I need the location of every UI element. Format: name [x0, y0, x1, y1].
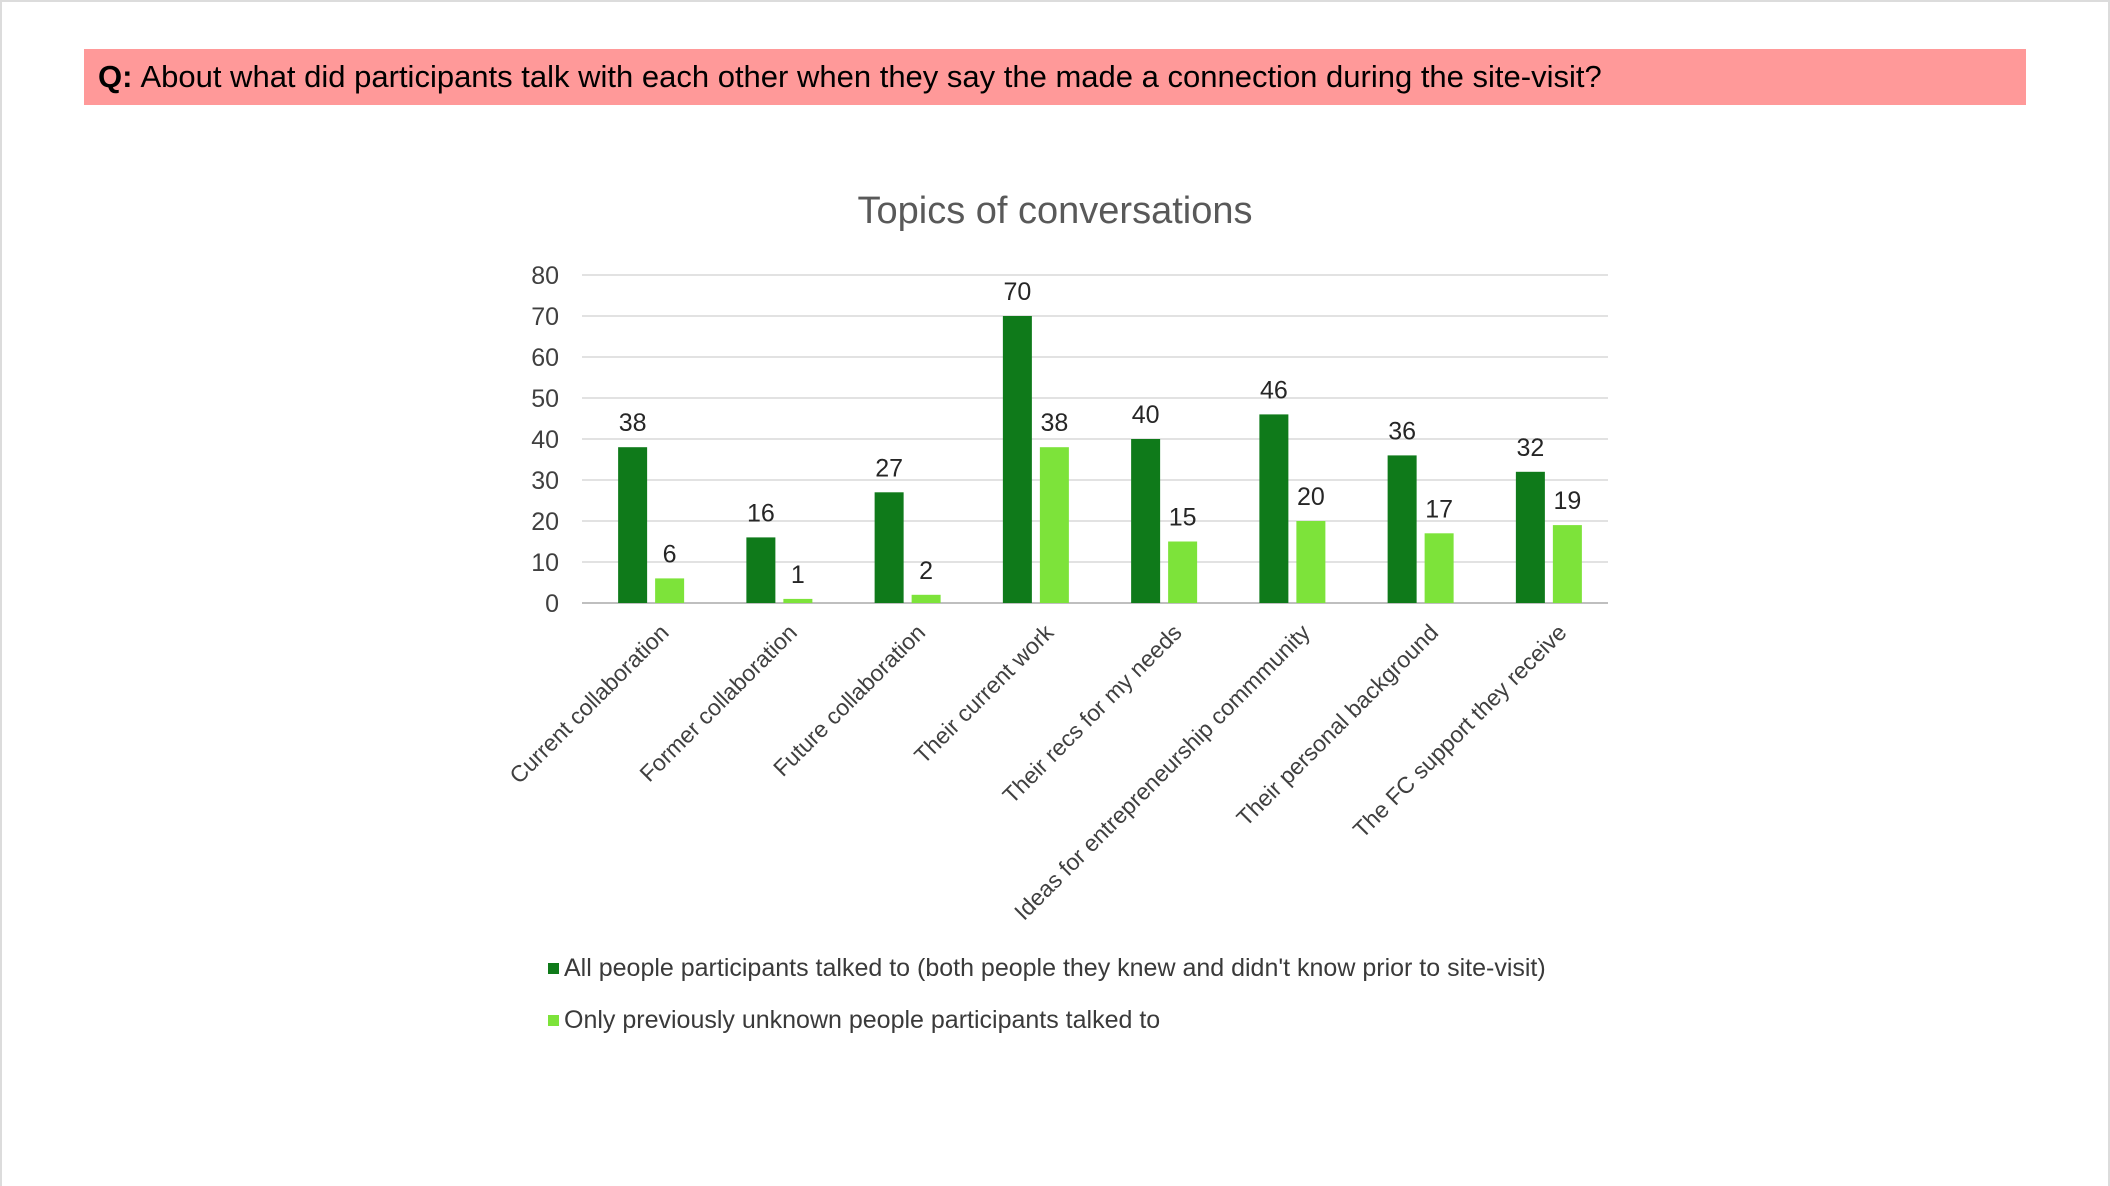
bar — [1515, 471, 1545, 603]
bar — [1039, 447, 1069, 603]
data-label: 36 — [1388, 417, 1416, 445]
bar — [1296, 521, 1326, 603]
bar — [911, 594, 941, 603]
data-label: 46 — [1260, 376, 1288, 404]
data-label: 16 — [747, 499, 775, 527]
y-tick-label: 40 — [531, 426, 559, 454]
bar — [746, 537, 776, 603]
bar — [1131, 439, 1161, 603]
y-tick-label: 20 — [531, 508, 559, 536]
question-banner: Q: About what did participants talk with… — [84, 49, 2026, 105]
legend-swatch-dark-green — [548, 963, 559, 974]
data-label: 32 — [1516, 434, 1544, 462]
bar — [874, 492, 904, 603]
y-tick-label: 80 — [531, 262, 559, 290]
bar — [655, 578, 685, 603]
data-labels: 38 16 27 70 40 46 36 32 6 1 2 38 15 20 17 19 — [619, 278, 1582, 589]
data-label: 15 — [1169, 504, 1197, 532]
x-tick-label: The FC support they receive — [1348, 619, 1572, 843]
data-label: 40 — [1132, 401, 1160, 429]
bar — [783, 598, 813, 603]
data-label: 1 — [791, 561, 805, 589]
question-text: About what did participants talk with ea… — [140, 59, 1602, 94]
data-label: 2 — [919, 557, 933, 585]
legend-label: Only previously unknown people participa… — [564, 1006, 1161, 1034]
x-tick-label: Their personal background — [1231, 619, 1443, 831]
bar — [1552, 525, 1582, 603]
bar — [1424, 533, 1454, 603]
bars — [618, 316, 1582, 603]
legend-item-unknown-people: Only previously unknown people participa… — [548, 1006, 1160, 1035]
data-label: 38 — [619, 409, 647, 437]
bar — [1387, 455, 1417, 603]
data-label: 19 — [1553, 487, 1581, 515]
bar — [1259, 414, 1289, 603]
y-tick-label: 60 — [531, 344, 559, 372]
data-label: 20 — [1297, 483, 1325, 511]
y-tick-label: 70 — [531, 303, 559, 331]
data-label: 6 — [663, 540, 677, 568]
y-axis-tick-labels: 0 10 20 30 40 50 60 70 80 — [531, 262, 559, 618]
bar — [1002, 316, 1032, 603]
y-tick-label: 50 — [531, 385, 559, 413]
data-label: 17 — [1425, 495, 1453, 523]
data-label: 27 — [875, 454, 903, 482]
y-tick-label: 10 — [531, 549, 559, 577]
bar — [618, 447, 648, 603]
legend-item-all-people: All people participants talked to (both … — [548, 954, 1546, 983]
data-label: 70 — [1003, 278, 1031, 306]
gridlines — [582, 274, 1608, 604]
bar — [1168, 541, 1198, 603]
x-tick-label: Ideas for entrepreneurship commmunity — [1009, 619, 1315, 925]
x-tick-label: Their current work — [909, 619, 1059, 769]
data-label: 38 — [1040, 409, 1068, 437]
y-tick-label: 30 — [531, 467, 559, 495]
legend-swatch-light-green — [548, 1015, 559, 1026]
question-prefix: Q: — [98, 59, 133, 94]
chart-title: Topics of conversations — [858, 190, 1253, 232]
legend-label: All people participants talked to (both … — [564, 954, 1546, 982]
y-tick-label: 0 — [545, 590, 559, 618]
